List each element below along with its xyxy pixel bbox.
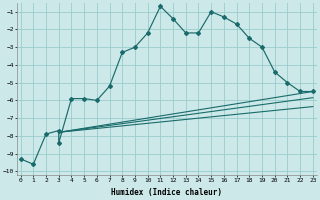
X-axis label: Humidex (Indice chaleur): Humidex (Indice chaleur)	[111, 188, 222, 197]
